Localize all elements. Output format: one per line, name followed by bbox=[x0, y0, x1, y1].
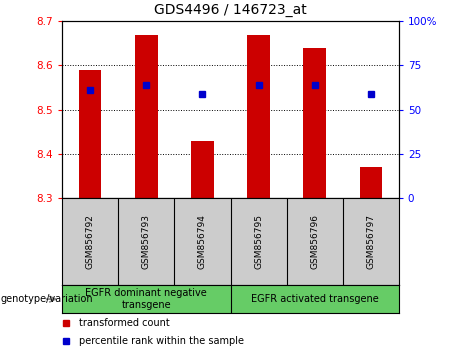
Text: GSM856794: GSM856794 bbox=[198, 214, 207, 269]
Bar bbox=[79, 70, 101, 198]
Text: EGFR activated transgene: EGFR activated transgene bbox=[251, 294, 378, 304]
Text: GSM856797: GSM856797 bbox=[366, 214, 375, 269]
Text: percentile rank within the sample: percentile rank within the sample bbox=[79, 336, 244, 346]
Bar bbox=[360, 167, 382, 198]
Bar bbox=[135, 34, 158, 198]
Bar bbox=[247, 34, 270, 198]
Text: GSM856793: GSM856793 bbox=[142, 214, 151, 269]
Text: genotype/variation: genotype/variation bbox=[1, 294, 94, 304]
Text: GSM856792: GSM856792 bbox=[86, 214, 95, 269]
Bar bbox=[303, 48, 326, 198]
Text: transformed count: transformed count bbox=[79, 318, 170, 328]
Title: GDS4496 / 146723_at: GDS4496 / 146723_at bbox=[154, 4, 307, 17]
Text: GSM856795: GSM856795 bbox=[254, 214, 263, 269]
Text: GSM856796: GSM856796 bbox=[310, 214, 319, 269]
Text: EGFR dominant negative
transgene: EGFR dominant negative transgene bbox=[85, 288, 207, 310]
Bar bbox=[191, 141, 214, 198]
